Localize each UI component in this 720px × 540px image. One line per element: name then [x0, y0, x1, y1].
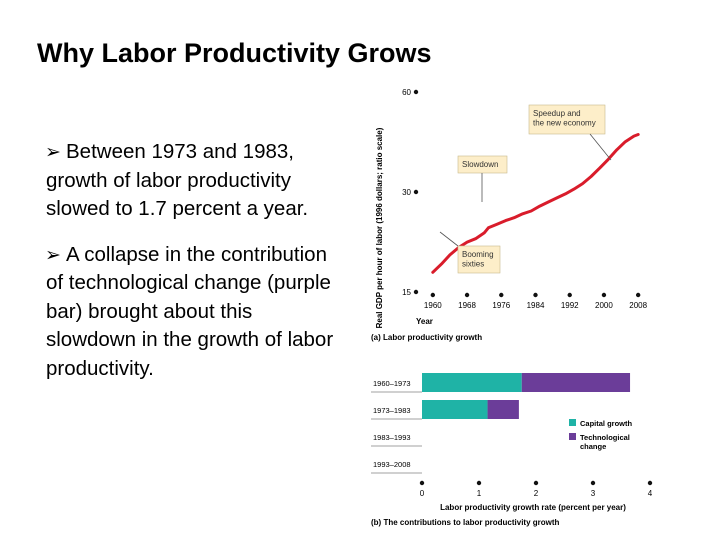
category-label: 1983–1993 [373, 433, 411, 442]
y-tick-label: 30 [402, 188, 411, 197]
annotation-line: Speedup and [533, 109, 581, 118]
y-tick-mark [413, 289, 419, 295]
bullet-item-slowdown: ➢ Between 1973 and 1983, growth of labor… [45, 138, 346, 224]
bar-legend: Capital growth Technological change [569, 419, 633, 451]
arrow-bullet-icon: ➢ [45, 141, 61, 163]
productivity-line [431, 133, 640, 274]
y-tick-label: 60 [402, 88, 411, 97]
legend-swatch [569, 433, 576, 440]
x-tick-mark [635, 292, 641, 298]
x-tick-mark [430, 292, 436, 298]
x-axis-label: Year [416, 317, 433, 326]
x-tick-mark [567, 292, 572, 298]
x-tick-label: 3 [591, 489, 596, 498]
annotation-slowdown: Slowdown [457, 155, 508, 202]
annotation-line: sixties [462, 260, 484, 269]
x-tick-label: 4 [648, 489, 653, 498]
x-axis-label: Labor productivity growth rate (percent … [440, 503, 626, 512]
bar-segment [521, 373, 631, 392]
x-tick-mark [419, 480, 425, 486]
panel-a-caption: (a) Labor productivity growth [371, 333, 482, 342]
annotation-slowdown-text: Slowdown [462, 160, 498, 169]
x-tick-label: 1960 [424, 301, 442, 310]
x-tick-label: 0 [420, 489, 425, 498]
category-label: 1960–1973 [373, 379, 411, 388]
figure-svg: Real GDP per hour of labor (1996 dollars… [371, 88, 653, 527]
x-tick-mark [590, 480, 596, 486]
productivity-figure: Real GDP per hour of labor (1996 dollars… [368, 78, 668, 538]
category-label: 1973–1983 [373, 406, 411, 415]
x-tick-mark [533, 292, 538, 298]
annotation-line: Booming [462, 250, 494, 259]
annotation-booming: Booming sixties [439, 231, 501, 274]
panel-a-line-chart: Real GDP per hour of labor (1996 dollars… [371, 88, 648, 342]
bar-segment [422, 373, 522, 392]
x-tick-mark [601, 292, 607, 298]
x-tick-mark [476, 480, 482, 486]
x-tick-mark [647, 480, 653, 486]
x-tick-mark [533, 480, 539, 486]
bullet-text: Between 1973 and 1983, growth of labor p… [46, 140, 309, 220]
legend-label: Technological change [580, 433, 630, 451]
y-tick-mark [413, 189, 419, 195]
x-tick-mark [464, 292, 470, 298]
bar-segment [487, 400, 519, 419]
bar-segment [422, 400, 488, 419]
x-tick-label: 1976 [492, 301, 510, 310]
bullet-text: A collapse in the contribution of techno… [46, 242, 334, 380]
arrow-bullet-icon: ➢ [45, 243, 61, 266]
x-tick-label: 2 [534, 489, 539, 498]
category-label: 1993–2008 [373, 460, 411, 469]
x-tick-label: 1 [477, 489, 482, 498]
y-axis-label: Real GDP per hour of labor (1996 dollars… [375, 127, 384, 328]
annotation-speedup: Speedup and the new economy [528, 104, 612, 161]
x-tick-label: 2008 [629, 301, 647, 310]
x-tick-mark [499, 292, 504, 298]
annotation-line: the new economy [533, 119, 596, 128]
slide-title: Why Labor Productivity Grows [37, 38, 432, 68]
x-tick-label: 1992 [561, 301, 579, 310]
bullet-list: ➢ Between 1973 and 1983, growth of labor… [45, 138, 346, 400]
legend-label: Capital growth [580, 419, 633, 428]
annotation-booming-text: Booming sixties [462, 250, 494, 269]
annotation-speedup-text: Speedup and the new economy [533, 109, 596, 128]
x-tick-label: 2000 [595, 301, 613, 310]
y-tick-mark [413, 89, 419, 95]
bullet-item-collapse: ➢ A collapse in the contribution of tech… [45, 241, 346, 384]
panel-b-caption: (b) The contributions to labor productiv… [371, 518, 560, 527]
legend-swatch [569, 419, 576, 426]
annotation-line: Slowdown [462, 160, 498, 169]
x-tick-label: 1968 [458, 301, 476, 310]
y-tick-label: 15 [402, 288, 411, 297]
panel-b-bar-chart: 1960–1973 1973–1983 1983–1993 1993–2008 0 1 2… [371, 373, 653, 527]
x-tick-label: 1984 [527, 301, 545, 310]
